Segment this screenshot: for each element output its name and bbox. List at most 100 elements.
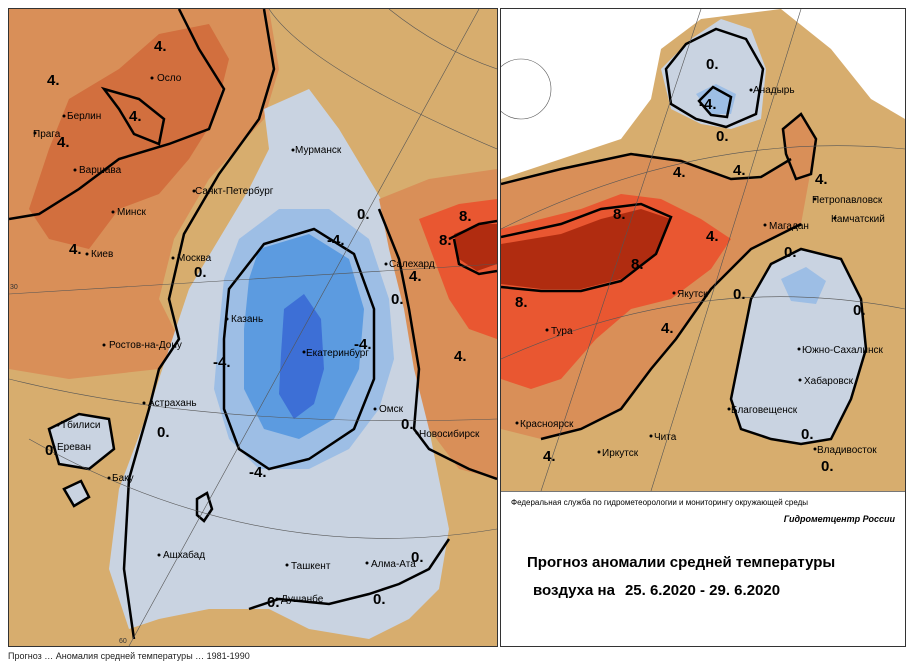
city-label: Петропавловск xyxy=(812,195,883,206)
isotherm-label: 0. xyxy=(373,591,386,608)
city-label: Салехард xyxy=(389,259,435,270)
forecast-dates: 25. 6.2020 - 29. 6.2020 xyxy=(624,582,781,599)
isotherm-label: 0. xyxy=(267,594,280,611)
city-label: Иркутск xyxy=(602,448,639,459)
agency-name: Федеральная служба по гидрометеорологии … xyxy=(511,498,809,507)
city-label: Анадырь xyxy=(753,85,795,96)
city-label: Омск xyxy=(379,404,404,415)
anomaly-zone-warm-west-core xyxy=(29,24,229,249)
right-map-panel: 0. -4. 0. 4. 4. 4. 8. 8. 8. 4. 0. 0. 0. … xyxy=(500,8,906,647)
isotherm-labels: 0. -4. 0. 4. 4. 4. 8. 8. 8. 4. 0. 0. 0. … xyxy=(515,56,866,475)
city-labels: Анадырь Петропавловск Камчатский Магадан… xyxy=(515,85,885,459)
city-label: Ашхабад xyxy=(163,549,205,561)
isotherm-label: 4. xyxy=(47,72,60,89)
city-labels: Осло Берлин Прага Варшава Минск Киев Сан… xyxy=(33,73,480,605)
isotherm-label: 0. xyxy=(801,426,814,443)
city-label: Екатеринбург xyxy=(306,347,369,359)
forecast-title-box: Федеральная служба по гидрометеорологии … xyxy=(501,491,905,646)
isotherm-label: 4. xyxy=(815,171,828,188)
graticule xyxy=(501,9,905,491)
isotherm-label: 4. xyxy=(706,228,719,245)
isotherm-lines xyxy=(9,9,497,640)
isotherm-label: 4. xyxy=(409,268,422,285)
isotherm-label: 8. xyxy=(515,294,528,311)
city-label: Москва xyxy=(177,253,212,264)
isotherm-label: -4. xyxy=(249,464,267,481)
isotherm-label: 0. xyxy=(706,56,719,73)
city-label: Душанбе xyxy=(281,593,324,605)
isotherm-label: 4. xyxy=(733,162,746,179)
isotherm-label: 4. xyxy=(129,108,142,125)
anomaly-zone-cold-east xyxy=(731,249,866,444)
city-label: Астрахань xyxy=(148,398,197,409)
isotherm-label: 0. xyxy=(821,458,834,475)
isotherm-label: 0. xyxy=(411,549,424,566)
city-label: Ростов-на-Дону xyxy=(109,340,182,351)
isotherm-label: 4. xyxy=(673,164,686,181)
isotherm-label: 4. xyxy=(543,448,556,465)
anomaly-zone-cold-east-mid xyxy=(781,267,826,304)
city-label: Тура xyxy=(551,326,573,337)
city-label: Минск xyxy=(117,207,146,218)
isotherm-label: 4. xyxy=(454,348,467,365)
graticule xyxy=(9,9,497,646)
city-label: Берлин xyxy=(67,111,101,122)
isotherm-lines xyxy=(501,27,868,446)
anomaly-zone-cold-north-mid xyxy=(696,84,736,114)
isotherm-label: 0. xyxy=(784,244,797,261)
isotherm-label: 4. xyxy=(154,38,167,55)
forecast-title: Прогноз аномалии средней температуры xyxy=(527,554,836,571)
isotherm-label: 0. xyxy=(853,302,866,319)
anomaly-zone-cold-spot xyxy=(49,414,114,469)
isotherm-label: 0. xyxy=(401,416,414,433)
city-label: Ереван xyxy=(57,442,91,453)
city-label: Казань xyxy=(231,314,263,325)
isotherm-label: 8. xyxy=(459,208,472,225)
city-label: Новосибирск xyxy=(419,428,480,440)
city-label: Варшава xyxy=(79,165,122,176)
city-label: Владивосток xyxy=(817,445,877,456)
forecast-subtitle: воздуха на 25. 6.2020 - 29. 6.2020 xyxy=(533,582,780,599)
isotherm-label: -4. xyxy=(213,354,231,371)
isotherm-label: -4. xyxy=(699,96,717,113)
left-map: 30 60 4. 4. 4. 4. 4. 0. -4. -4. -4. -4. … xyxy=(9,9,497,646)
axis-tick-label: 60 xyxy=(119,638,127,645)
isotherm-label: -4. xyxy=(327,232,345,249)
city-label: Хабаровск xyxy=(804,375,854,387)
isotherm-label: 0. xyxy=(357,206,370,223)
city-label: Чита xyxy=(654,432,677,443)
city-label: Красноярск xyxy=(520,419,574,430)
isotherm-label: 0. xyxy=(391,291,404,308)
city-label: Якутск xyxy=(677,289,708,300)
anomaly-zone-cold-core xyxy=(279,294,324,419)
isotherm-label: 4. xyxy=(69,241,82,258)
city-label: Южно-Сахалинск xyxy=(802,345,883,356)
city-label: Ташкент xyxy=(291,561,331,572)
city-label: Мурманск xyxy=(295,145,342,156)
city-label: Камчатский xyxy=(831,214,885,225)
footnote: Прогноз … Аномалия средней температуры …… xyxy=(8,651,250,661)
isotherm-labels: 4. 4. 4. 4. 4. 0. -4. -4. -4. -4. 0. 0. … xyxy=(45,38,472,611)
city-label: Киев xyxy=(91,249,113,260)
isotherm-label: 8. xyxy=(613,206,626,223)
center-name: Гидрометцентр России xyxy=(783,514,895,524)
anomaly-zone-warm-east-core xyxy=(454,224,497,271)
isotherm-label: 4. xyxy=(661,320,674,337)
axis-tick-label: 30 xyxy=(10,284,18,291)
isotherm-label: 8. xyxy=(631,256,644,273)
city-label: Прага xyxy=(33,129,61,140)
isotherm-label: 4. xyxy=(57,134,70,151)
isotherm-label: 8. xyxy=(439,232,452,249)
isotherm-label: 0. xyxy=(157,424,170,441)
city-label: Магадан xyxy=(769,221,809,232)
city-label: Баку xyxy=(112,473,134,484)
anomaly-zone-warm-core xyxy=(501,209,671,289)
city-label: Санкт-Петербург xyxy=(195,185,274,197)
anomaly-zone-cold-north xyxy=(661,19,766,129)
forecast-subtitle-text: воздуха на xyxy=(533,582,615,599)
city-label: Благовещенск xyxy=(731,405,798,416)
isotherm-label: 0. xyxy=(716,128,729,145)
isotherm-label: 0. xyxy=(733,286,746,303)
left-map-panel: 30 60 4. 4. 4. 4. 4. 0. -4. -4. -4. -4. … xyxy=(8,8,498,647)
city-label: Алма-Ата xyxy=(371,559,416,570)
